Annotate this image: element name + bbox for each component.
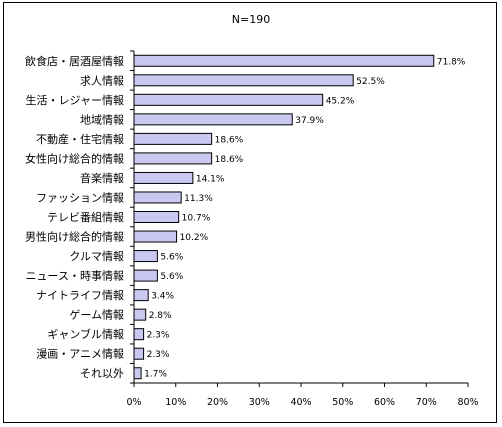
x-tick-label: 50%: [332, 397, 353, 408]
category-label: クルマ情報: [69, 250, 124, 263]
x-tick-label: 0%: [126, 397, 141, 408]
data-label: 5.6%: [160, 272, 183, 282]
data-label: 3.4%: [151, 292, 174, 302]
data-label: 5.6%: [160, 253, 183, 263]
data-label: 14.1%: [196, 174, 225, 184]
bar: [133, 211, 180, 223]
x-tick-label: 70%: [416, 397, 437, 408]
category-label: 飲食店・居酒屋情報: [25, 54, 124, 68]
x-tick-label: 10%: [165, 397, 186, 408]
category-label: ゲーム情報: [69, 309, 124, 322]
data-label: 52.5%: [356, 77, 385, 87]
data-label: 10.7%: [182, 214, 211, 224]
bar: [133, 54, 435, 67]
bar: [133, 308, 147, 321]
category-label: ギャンブル情報: [47, 327, 124, 341]
bar: [133, 132, 213, 145]
category-label: 音楽情報: [80, 171, 124, 185]
chart-title: N=190: [231, 13, 271, 26]
chart-frame: N=190: [3, 2, 497, 423]
bar: [133, 152, 213, 165]
category-label: 不動産・住宅情報: [36, 132, 124, 146]
bar: [133, 230, 178, 243]
x-tick-label: 80%: [457, 397, 478, 408]
data-label: 2.3%: [147, 350, 170, 360]
bar: [133, 250, 158, 263]
bar: [133, 347, 145, 360]
bar: [133, 367, 142, 380]
category-label: 求人情報: [80, 74, 124, 87]
bar: [133, 93, 324, 106]
bar: [133, 289, 149, 302]
data-label: 37.9%: [295, 116, 324, 126]
data-label: 10.2%: [180, 233, 209, 243]
bar: [133, 74, 354, 87]
x-tick-label: 40%: [290, 397, 311, 408]
data-label: 18.6%: [215, 135, 244, 145]
category-label: ファッション情報: [36, 191, 124, 204]
category-label: 生活・レジャー情報: [26, 93, 124, 107]
category-label: ニュース・時事情報: [26, 270, 124, 283]
data-label: 71.8%: [437, 57, 466, 67]
x-tick-label: 60%: [374, 397, 395, 408]
category-label: 女性向け総合的情報: [25, 151, 124, 165]
data-label: 1.7%: [144, 370, 167, 380]
data-label: 45.2%: [326, 96, 355, 106]
data-label: 11.3%: [184, 194, 213, 204]
bar: [133, 113, 293, 126]
category-label: それ以外: [80, 367, 124, 380]
category-label: 地域情報: [80, 113, 124, 126]
category-label: 漫画・アニメ情報: [36, 347, 124, 361]
data-label: 2.8%: [149, 311, 172, 321]
bar: [133, 328, 145, 341]
category-label: ナイトライフ情報: [36, 289, 124, 302]
category-label: テレビ番組情報: [47, 211, 124, 224]
data-label: 18.6%: [215, 155, 244, 165]
x-tick-label: 20%: [207, 397, 228, 408]
category-label: 男性向け総合的情報: [25, 230, 124, 244]
bar: [133, 269, 158, 282]
bar: [133, 191, 182, 204]
x-tick-label: 30%: [249, 397, 270, 408]
data-label: 2.3%: [147, 331, 170, 341]
bar: [133, 171, 194, 184]
